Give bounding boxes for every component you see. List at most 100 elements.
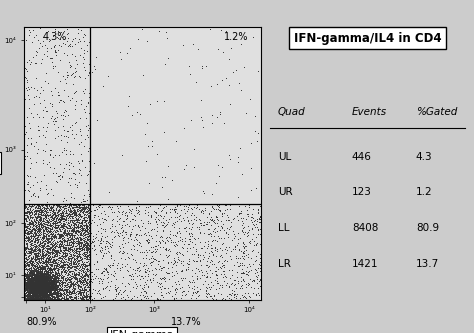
Point [61, 247, 69, 252]
Point [46, 291, 54, 296]
Point [57, 222, 64, 227]
Point [130, 212, 138, 217]
Point [37, 282, 45, 287]
Point [26, 282, 33, 288]
Point [27, 283, 35, 288]
Point [37, 281, 45, 287]
Point [37, 289, 45, 294]
Point [36, 247, 43, 252]
Point [29, 270, 37, 276]
Point [28, 221, 36, 227]
Point [83, 211, 91, 216]
Point [69, 282, 77, 287]
Point [74, 290, 82, 296]
Point [81, 33, 88, 38]
Point [44, 288, 51, 293]
Point [48, 295, 55, 300]
Point [55, 218, 63, 223]
Point [63, 283, 71, 288]
Point [52, 287, 59, 292]
Point [42, 277, 50, 283]
Point [41, 223, 49, 228]
Point [34, 228, 42, 234]
Point [37, 292, 45, 297]
Point [28, 259, 36, 264]
Point [85, 227, 93, 233]
Point [72, 249, 80, 254]
Point [43, 293, 50, 298]
Point [51, 261, 59, 266]
Point [29, 281, 36, 286]
Point [55, 239, 63, 244]
Point [33, 280, 40, 285]
Point [31, 256, 39, 261]
Point [84, 213, 92, 218]
Point [77, 204, 85, 210]
Point [70, 288, 77, 293]
Point [32, 281, 40, 286]
Point [22, 233, 30, 239]
Point [56, 205, 64, 210]
Point [25, 280, 33, 285]
Point [34, 221, 42, 226]
Point [30, 290, 38, 295]
Point [76, 278, 84, 283]
Point [21, 275, 29, 280]
Point [78, 225, 85, 231]
Point [37, 279, 45, 284]
Point [67, 257, 74, 263]
Point [55, 255, 63, 261]
Point [38, 283, 46, 289]
Point [42, 289, 50, 294]
Point [39, 287, 47, 293]
Point [191, 236, 199, 242]
Point [39, 259, 46, 264]
Point [64, 229, 72, 235]
Point [34, 295, 41, 300]
Point [34, 282, 41, 287]
Point [24, 288, 31, 294]
Point [47, 292, 55, 298]
Point [84, 246, 92, 251]
Point [33, 297, 41, 302]
Point [34, 234, 42, 240]
Point [36, 275, 44, 280]
Point [29, 276, 36, 282]
Point [82, 282, 90, 287]
Point [203, 285, 210, 291]
Point [80, 192, 88, 197]
Point [56, 292, 64, 297]
Point [149, 267, 156, 273]
Point [43, 297, 50, 302]
Point [133, 198, 140, 203]
Point [37, 242, 45, 248]
Point [57, 233, 64, 238]
Point [40, 270, 48, 275]
Point [240, 254, 247, 259]
Point [85, 229, 92, 234]
Point [21, 276, 28, 282]
Point [49, 258, 57, 263]
Point [36, 287, 44, 292]
Point [33, 87, 41, 93]
Point [52, 49, 60, 55]
Point [23, 280, 31, 285]
Point [32, 282, 40, 288]
Point [206, 293, 213, 298]
Point [41, 266, 48, 272]
Point [115, 233, 123, 239]
Point [115, 230, 122, 236]
Point [57, 243, 65, 249]
Point [51, 276, 59, 282]
Point [36, 216, 44, 221]
Point [61, 258, 68, 263]
Point [42, 226, 49, 231]
Point [62, 151, 69, 156]
Point [22, 297, 29, 302]
Point [28, 293, 36, 298]
Point [114, 263, 121, 268]
Point [57, 242, 64, 247]
Point [42, 283, 49, 288]
Point [61, 217, 68, 222]
Point [31, 283, 39, 288]
